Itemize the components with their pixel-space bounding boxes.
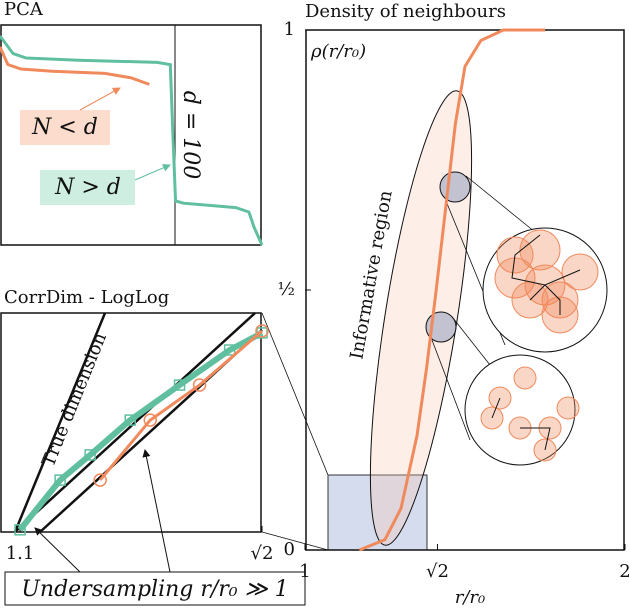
links	[511, 234, 581, 315]
series-line	[0, 35, 264, 246]
marker	[223, 344, 236, 356]
x-tick-label: √2	[426, 561, 449, 582]
zoom-line	[452, 317, 491, 366]
x-tick-label: 2	[619, 561, 630, 582]
marker	[173, 379, 186, 391]
y-tick-label: 1	[284, 19, 295, 40]
y-tick-label: ½	[278, 279, 295, 300]
chart-title: CorrDim - LogLog	[4, 287, 169, 308]
series-line	[0, 46, 150, 86]
plot-frame	[0, 24, 262, 246]
arrow	[34, 527, 81, 573]
zoom-line	[261, 531, 329, 551]
reference-line	[13, 312, 107, 533]
x-tick-label: 1.1	[6, 543, 35, 564]
series-line	[99, 329, 263, 482]
label-box	[40, 170, 135, 205]
marker	[54, 474, 66, 486]
sample	[439, 171, 471, 203]
series-line	[17, 330, 264, 532]
marker	[124, 414, 136, 426]
annotation: d = 100	[178, 91, 203, 180]
x-tick-label: 1	[299, 561, 310, 582]
annotation: Undersampling r/r₀ ≫ 1	[21, 577, 288, 602]
decorations	[4, 25, 608, 606]
zoom-line	[465, 175, 536, 233]
label-box	[4, 571, 306, 606]
chart-title: Density of neighbours	[305, 1, 506, 22]
y-axis-label: ρ(r/r₀)	[310, 41, 366, 62]
marker	[84, 449, 96, 461]
series-line	[358, 28, 545, 552]
arrow	[142, 449, 171, 573]
marker	[143, 413, 158, 427]
chart-title: PCA	[4, 0, 44, 20]
annotation: N > d	[54, 175, 121, 200]
annotation: N < d	[31, 115, 98, 140]
x-axis-label: r/r₀	[455, 587, 486, 608]
label-box	[20, 110, 110, 145]
x-tick-label: √2	[251, 543, 274, 564]
marker	[255, 324, 269, 338]
links	[491, 397, 551, 451]
arrow	[79, 87, 121, 111]
y-tick-label: 0	[284, 539, 295, 560]
zoom-line	[431, 339, 471, 441]
marker	[14, 524, 26, 536]
marker	[192, 378, 207, 392]
plot-frame	[0, 312, 262, 533]
arrow	[134, 164, 171, 181]
marker	[93, 473, 107, 487]
zoom-line	[261, 312, 329, 476]
